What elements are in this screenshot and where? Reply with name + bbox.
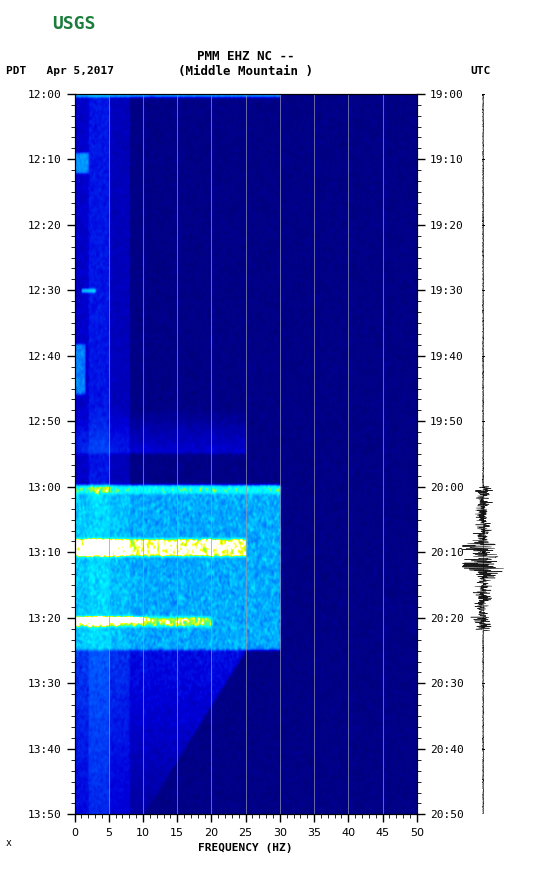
Text: x: x [6, 838, 12, 847]
Text: (Middle Mountain ): (Middle Mountain ) [178, 65, 313, 78]
Text: PMM EHZ NC --: PMM EHZ NC -- [197, 50, 294, 63]
X-axis label: FREQUENCY (HZ): FREQUENCY (HZ) [198, 843, 293, 853]
Text: PDT   Apr 5,2017: PDT Apr 5,2017 [6, 66, 114, 77]
Text: USGS: USGS [52, 15, 96, 33]
Text: UTC: UTC [470, 66, 490, 77]
